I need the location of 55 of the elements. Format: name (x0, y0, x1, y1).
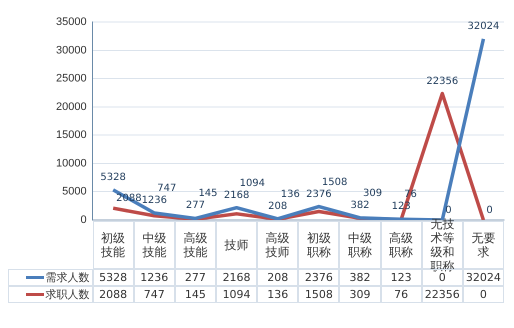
x-tick-label: 初级技能 (92, 221, 134, 269)
data-label: 123 (380, 269, 422, 286)
annotation: 5328 (100, 172, 126, 183)
y-tick-label: 20000 (56, 100, 87, 113)
data-label: 747 (134, 286, 175, 303)
data-label: 2088 (92, 286, 134, 303)
data-label: 22356 (422, 286, 463, 303)
annotation: 747 (157, 183, 176, 194)
data-label: 1236 (134, 269, 175, 286)
x-tick-label: 中级职称 (339, 221, 381, 269)
x-tick-label: 高级技能 (174, 221, 216, 269)
data-label: 1508 (298, 286, 340, 303)
annotation: 1236 (142, 195, 168, 206)
annotation: 0 (486, 205, 493, 216)
y-tick-label: 30000 (56, 44, 87, 56)
y-tick-label: 10000 (56, 157, 87, 170)
data-label: 1094 (216, 286, 258, 303)
annotation: 1508 (322, 176, 348, 188)
data-label: 145 (174, 286, 216, 303)
annotation: 1094 (240, 178, 266, 189)
x-tick-label: 初级职称 (298, 221, 340, 269)
y-tick-label: 5000 (62, 186, 87, 198)
legend-label: 需求人数 (46, 270, 90, 284)
annotation: 208 (268, 200, 288, 212)
data-label: 5328 (92, 269, 134, 286)
data-label: 208 (257, 269, 298, 286)
data-label: 136 (257, 286, 298, 303)
legend-label: 求职人数 (46, 288, 90, 300)
x-tick-label: 技师 (216, 221, 258, 269)
y-tick-label: 25000 (56, 72, 87, 85)
x-tick-label: 高级技师 (257, 221, 298, 269)
annotation: 22356 (426, 76, 458, 87)
annotation: 32024 (468, 20, 500, 32)
data-label: 277 (174, 269, 216, 286)
x-tick-label: 中级技能 (134, 221, 175, 269)
data-label: 32024 (462, 269, 504, 286)
data-label: 0 (462, 286, 504, 303)
data-label: 2168 (216, 269, 258, 286)
annotation: 0 (445, 205, 452, 216)
annotation: 309 (363, 188, 382, 199)
annotation: 145 (198, 188, 218, 200)
data-label: 76 (380, 286, 422, 303)
annotation: 277 (186, 200, 205, 212)
data-label: 309 (339, 286, 381, 303)
y-tick-label: 0 (80, 214, 87, 226)
data-label: 382 (339, 269, 381, 286)
annotation: 136 (280, 188, 300, 200)
x-tick-label: 高级职称 (380, 221, 422, 269)
annotation: 2168 (224, 190, 250, 201)
x-tick-label: 无要求 (462, 221, 504, 269)
y-tick-label: 35000 (56, 16, 87, 28)
y-tick-label: 15000 (56, 129, 87, 142)
annotation: 2376 (306, 188, 332, 200)
data-label: 2376 (298, 269, 340, 286)
annotation: 382 (350, 200, 370, 211)
